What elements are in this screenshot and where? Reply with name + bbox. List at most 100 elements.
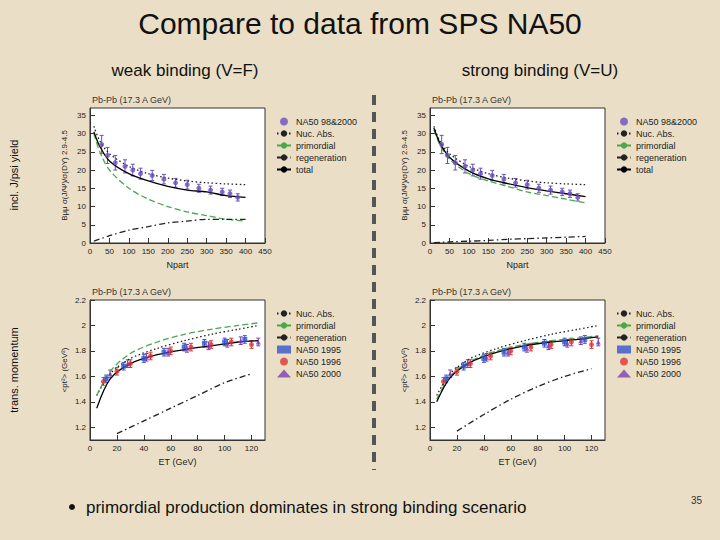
svg-text:250: 250 <box>181 247 195 256</box>
svg-text:2: 2 <box>422 321 427 330</box>
svg-text:Nuc. Abs.: Nuc. Abs. <box>636 309 675 319</box>
svg-text:regeneration: regeneration <box>636 153 687 163</box>
svg-text:regeneration: regeneration <box>296 153 347 163</box>
svg-text:120: 120 <box>585 444 599 453</box>
svg-text:50: 50 <box>105 247 114 256</box>
svg-text:20: 20 <box>77 166 86 175</box>
svg-text:1.2: 1.2 <box>415 423 427 432</box>
svg-text:20: 20 <box>112 444 121 453</box>
svg-text:total: total <box>296 165 313 175</box>
svg-text:regeneration: regeneration <box>636 333 687 343</box>
svg-text:100: 100 <box>122 247 136 256</box>
svg-text:regeneration: regeneration <box>296 333 347 343</box>
svg-text:NA50 2000: NA50 2000 <box>296 369 341 379</box>
svg-text:ET (GeV): ET (GeV) <box>159 457 197 467</box>
svg-text:1.4: 1.4 <box>75 397 87 406</box>
svg-text:Npart: Npart <box>166 260 189 270</box>
svg-text:15: 15 <box>417 184 426 193</box>
svg-text:0: 0 <box>422 239 427 248</box>
svg-text:primordial production dominate: primordial production dominates in stron… <box>86 498 526 517</box>
svg-text:5: 5 <box>82 220 87 229</box>
svg-text:Nuc. Abs.: Nuc. Abs. <box>636 129 675 139</box>
svg-text:60: 60 <box>506 444 515 453</box>
svg-text:trans. momentum: trans. momentum <box>8 327 20 413</box>
svg-text:10: 10 <box>417 202 426 211</box>
svg-text:NA50 1995: NA50 1995 <box>636 345 681 355</box>
svg-text:40: 40 <box>139 444 148 453</box>
svg-text:10: 10 <box>77 202 86 211</box>
svg-text:100: 100 <box>558 444 572 453</box>
svg-text:300: 300 <box>200 247 214 256</box>
svg-text:NA50 98&2000: NA50 98&2000 <box>636 117 697 127</box>
svg-text:300: 300 <box>540 247 554 256</box>
svg-text:35: 35 <box>417 111 426 120</box>
svg-text:1.8: 1.8 <box>75 346 87 355</box>
svg-text:0: 0 <box>428 247 433 256</box>
svg-text:120: 120 <box>245 444 259 453</box>
svg-text:<pt²> (GeV²): <pt²> (GeV²) <box>400 347 409 392</box>
svg-text:100: 100 <box>462 247 476 256</box>
svg-text:1.2: 1.2 <box>75 423 87 432</box>
svg-text:primordial: primordial <box>296 321 336 331</box>
svg-text:0: 0 <box>88 247 93 256</box>
svg-text:30: 30 <box>77 129 86 138</box>
svg-text:Pb-Pb (17.3 A GeV): Pb-Pb (17.3 A GeV) <box>92 95 171 105</box>
svg-text:strong binding (V=U): strong binding (V=U) <box>462 61 618 80</box>
svg-text:2.2: 2.2 <box>75 296 87 305</box>
svg-text:Bμμ σ(J/Ψ)/σ(DY) 2.9-4.5: Bμμ σ(J/Ψ)/σ(DY) 2.9-4.5 <box>400 130 409 221</box>
svg-text:2: 2 <box>82 321 87 330</box>
svg-text:2.2: 2.2 <box>415 296 427 305</box>
svg-text:Nuc. Abs.: Nuc. Abs. <box>296 129 335 139</box>
svg-text:100: 100 <box>218 444 232 453</box>
svg-text:80: 80 <box>193 444 202 453</box>
svg-text:1.6: 1.6 <box>75 372 87 381</box>
svg-text:NA50 98&2000: NA50 98&2000 <box>296 117 357 127</box>
svg-text:450: 450 <box>598 247 612 256</box>
svg-text:350: 350 <box>559 247 573 256</box>
svg-text:150: 150 <box>142 247 156 256</box>
svg-text:80: 80 <box>533 444 542 453</box>
svg-text:NA50 1996: NA50 1996 <box>636 357 681 367</box>
svg-text:15: 15 <box>77 184 86 193</box>
svg-text:200: 200 <box>161 247 175 256</box>
svg-text:NA50 1995: NA50 1995 <box>296 345 341 355</box>
svg-text:35: 35 <box>691 495 703 506</box>
svg-text:20: 20 <box>417 166 426 175</box>
svg-text:1.8: 1.8 <box>415 346 427 355</box>
svg-text:5: 5 <box>422 220 427 229</box>
svg-text:20: 20 <box>452 444 461 453</box>
svg-text:<pt²> (GeV²): <pt²> (GeV²) <box>60 347 69 392</box>
svg-text:1.4: 1.4 <box>415 397 427 406</box>
svg-text:400: 400 <box>579 247 593 256</box>
svg-text:ET (GeV): ET (GeV) <box>499 457 537 467</box>
svg-text:weak binding (V=F): weak binding (V=F) <box>111 61 259 80</box>
svg-text:350: 350 <box>219 247 233 256</box>
svg-text:Pb-Pb (17.3 A GeV): Pb-Pb (17.3 A GeV) <box>92 287 171 297</box>
svg-text:Compare to data from SPS NA50: Compare to data from SPS NA50 <box>138 7 582 40</box>
svg-text:400: 400 <box>239 247 253 256</box>
svg-text:40: 40 <box>479 444 488 453</box>
svg-text:0: 0 <box>88 444 93 453</box>
svg-text:Npart: Npart <box>506 260 529 270</box>
svg-text:60: 60 <box>166 444 175 453</box>
svg-text:NA50 2000: NA50 2000 <box>636 369 681 379</box>
svg-text:Nuc. Abs.: Nuc. Abs. <box>296 309 335 319</box>
svg-text:200: 200 <box>501 247 515 256</box>
svg-text:0: 0 <box>428 444 433 453</box>
svg-text:1.6: 1.6 <box>415 372 427 381</box>
svg-text:250: 250 <box>521 247 535 256</box>
svg-text:450: 450 <box>258 247 272 256</box>
svg-text:Pb-Pb (17.3 A GeV): Pb-Pb (17.3 A GeV) <box>432 95 511 105</box>
svg-text:incl. J/psi yield: incl. J/psi yield <box>8 140 20 211</box>
svg-text:30: 30 <box>417 129 426 138</box>
svg-text:150: 150 <box>482 247 496 256</box>
svg-text:35: 35 <box>77 111 86 120</box>
svg-text:Bμμ σ(J/Ψ)/σ(DY) 2.9-4.5: Bμμ σ(J/Ψ)/σ(DY) 2.9-4.5 <box>60 130 69 221</box>
svg-text:Pb-Pb (17.3 A GeV): Pb-Pb (17.3 A GeV) <box>432 287 511 297</box>
svg-text:total: total <box>636 165 653 175</box>
svg-text:primordial: primordial <box>296 141 336 151</box>
svg-text:primordial: primordial <box>636 321 676 331</box>
svg-text:25: 25 <box>77 147 86 156</box>
svg-text:25: 25 <box>417 147 426 156</box>
svg-text:50: 50 <box>445 247 454 256</box>
